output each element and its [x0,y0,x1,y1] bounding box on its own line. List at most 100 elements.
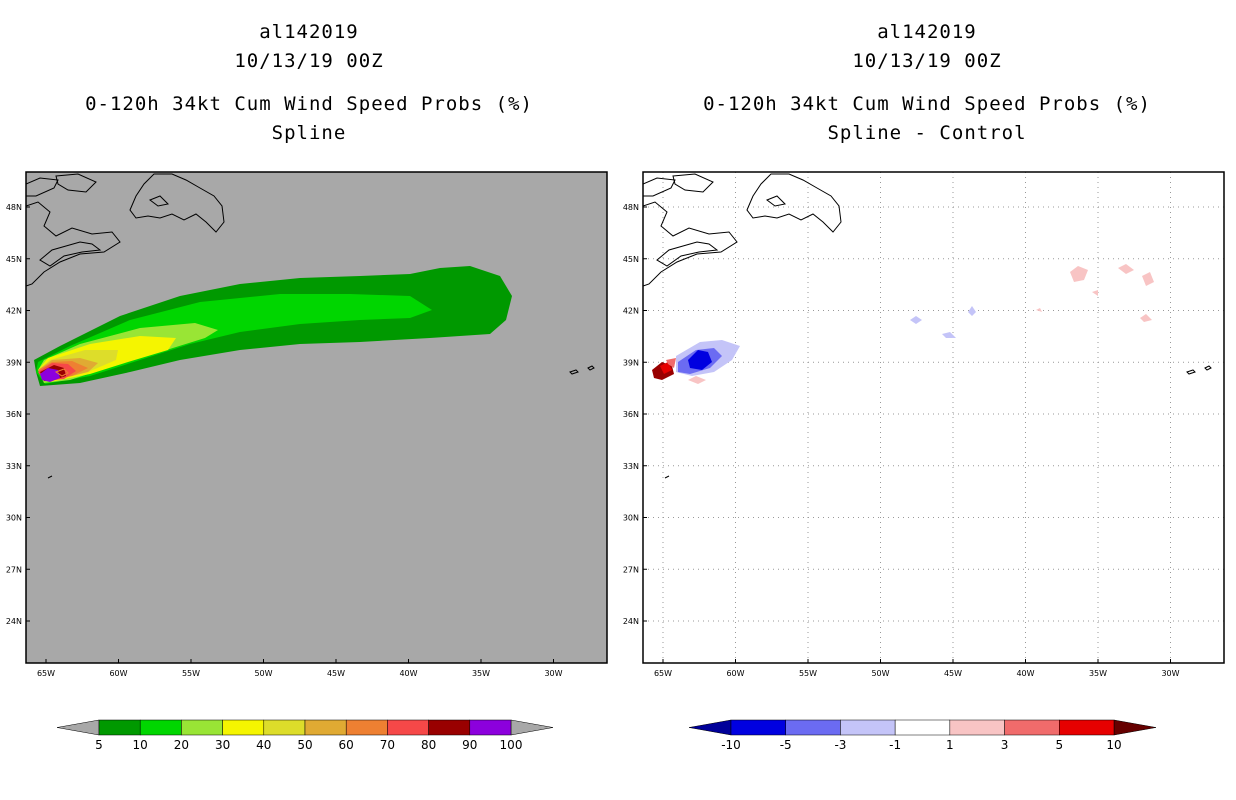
colorbar-label: -1 [889,738,901,752]
diff-positive-blob-2 [1118,264,1134,274]
colorbar-swatch [840,719,896,736]
contour-90pct [40,368,60,382]
diff-positive-blob-6 [1036,308,1042,312]
lon-label: 45W [327,669,345,678]
colorbar-label: -3 [834,738,846,752]
diff-negative-core [688,350,712,370]
lat-label: 30N [623,514,639,523]
colorbar-label: 40 [256,738,271,752]
colorbar-swatch [730,719,786,736]
lat-label: 33N [623,462,639,471]
lon-label: 65W [37,669,55,678]
colorbar-label: 20 [174,738,189,752]
left-probability-contours [34,266,512,386]
lon-label: 65W [654,669,672,678]
colorbar-label: 5 [95,738,103,752]
colorbar-label: 1 [946,738,954,752]
right-storm-id: al142019 [877,21,977,43]
colorbar-swatch [387,719,429,736]
left-map-frame [25,171,608,664]
lat-label: 42N [6,307,22,316]
right-coastline [643,173,1212,479]
colorbar-low-arrow [56,719,100,736]
colorbar-swatch [469,719,512,736]
colorbar-high-arrow [1113,719,1157,736]
lat-label: 42N [623,307,639,316]
colorbar-label: -5 [780,738,792,752]
diff-positive-small [666,358,676,368]
colorbar-label: 10 [1106,738,1121,752]
lat-label: 48N [6,203,22,212]
diff-positive-blob-5 [1140,314,1152,322]
left-colorbar: 5 10 20 30 40 50 60 70 80 90 100 [56,719,554,752]
colorbar-swatch [785,719,841,736]
colorbar-label: 5 [1055,738,1063,752]
colorbar-label: 100 [500,738,523,752]
colorbar-swatch [263,719,306,736]
colorbar-swatch [1004,719,1060,736]
colorbar-swatch [1059,719,1115,736]
colorbar-swatch [181,719,223,736]
lon-label: 60W [109,669,127,678]
right-variant: Spline - Control [827,122,1027,144]
lat-label: 27N [6,565,22,574]
lon-label: 55W [182,669,200,678]
left-variant: Spline [271,122,347,144]
right-colorbar: -10 -5 -3 -1 1 3 5 10 [688,719,1157,752]
colorbar-swatch [345,719,388,736]
colorbar-swatch [949,719,1005,736]
lon-label: 50W [254,669,272,678]
colorbar-label: -10 [721,738,741,752]
right-panel-title: al142019 10/13/19 00Z 0-120h 34kt Cum Wi… [618,18,1236,148]
lat-label: 30N [6,514,22,523]
colorbar-swatch [139,719,182,736]
diff-positive-south [688,376,706,384]
lon-label: 35W [472,669,490,678]
right-map-background [643,172,1224,663]
contour-10pct [36,294,432,384]
left-coastline [26,173,595,479]
colorbar-swatch [222,719,265,736]
diff-negative-blob-1 [910,316,922,324]
lon-label: 45W [944,669,962,678]
colorbar-label: 60 [339,738,354,752]
left-storm-id: al142019 [259,21,359,43]
lon-label: 50W [871,669,889,678]
lat-label: 33N [6,462,22,471]
diff-positive-blob-4 [1092,290,1098,296]
lat-label: 24N [623,617,639,626]
colorbar-label: 50 [297,738,312,752]
lon-label: 40W [1016,669,1034,678]
right-product: 0-120h 34kt Cum Wind Speed Probs (%) [703,93,1151,115]
colorbar-label: 3 [1001,738,1009,752]
lat-label: 48N [623,203,639,212]
colorbar-low-arrow [688,719,732,736]
right-datetime: 10/13/19 00Z [852,50,1002,72]
left-map-background [26,172,607,663]
diff-negative-blob-3 [968,306,976,316]
lat-label: 24N [6,617,22,626]
colorbar-label: 30 [215,738,230,752]
colorbar-label: 90 [462,738,477,752]
colorbar-label: 70 [380,738,395,752]
right-map-panel: 48N 45N 42N 39N 36N 33N 30N 27N 24N 65W 60W 55W 50W 4… [623,171,1225,678]
lon-label: 30W [1161,669,1179,678]
lat-label: 39N [6,358,22,367]
left-product: 0-120h 34kt Cum Wind Speed Probs (%) [85,93,533,115]
diff-positive-medium [660,362,672,374]
colorbar-label: 10 [133,738,148,752]
right-graticule [643,172,1224,663]
lon-label: 40W [399,669,417,678]
colorbar-swatch [428,719,471,736]
colorbar-high-arrow [510,719,554,736]
diff-positive-blob-1 [1070,266,1088,282]
left-datetime: 10/13/19 00Z [234,50,384,72]
lat-label: 36N [6,410,22,419]
right-difference-contours [652,264,1154,384]
lat-label: 45N [6,255,22,264]
right-map-frame [642,171,1225,664]
diff-negative-blob-2 [942,332,956,338]
colorbar-swatch [98,719,141,736]
colorbar-swatch [304,719,347,736]
